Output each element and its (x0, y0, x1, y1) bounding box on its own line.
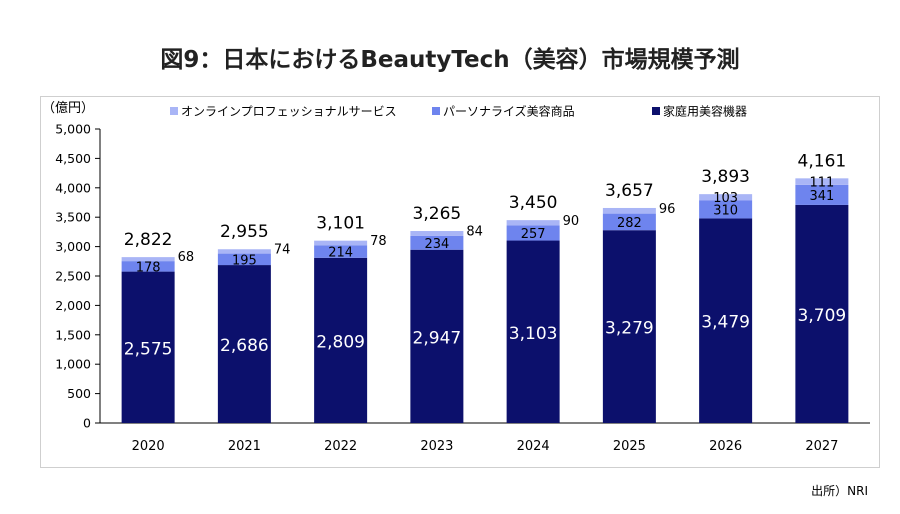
bar-personalize (602, 213, 656, 231)
y-tick-label: 0 (83, 416, 91, 431)
data-label-personalize: 282 (617, 216, 642, 231)
legend-swatch (652, 107, 660, 115)
total-label: 2,822 (124, 230, 173, 250)
x-tick-label: 2025 (613, 439, 646, 454)
data-label-personalize: 214 (328, 246, 353, 261)
y-tick-label: 1,000 (55, 357, 91, 372)
data-label-device: 3,279 (605, 319, 654, 339)
y-tick-label: 3,500 (55, 210, 91, 225)
bar-device (506, 240, 560, 423)
bar-online (314, 240, 368, 246)
data-label-personalize: 310 (713, 203, 738, 218)
chart-frame (40, 96, 880, 468)
x-tick-label: 2021 (228, 439, 261, 454)
bar-personalize (795, 184, 849, 205)
legend-swatch (170, 107, 178, 115)
bar-device (121, 271, 175, 423)
y-tick-label: 3,000 (55, 239, 91, 254)
data-label-personalize: 234 (424, 237, 449, 252)
bar-online (795, 178, 849, 185)
bar-personalize (506, 225, 560, 241)
bar-personalize (121, 261, 175, 272)
y-tick-label: 4,500 (55, 151, 91, 166)
bar-device (314, 257, 368, 423)
bar-personalize (699, 200, 753, 219)
x-tick-label: 2020 (132, 439, 165, 454)
data-label-device: 2,947 (413, 328, 462, 348)
y-tick-label: 2,000 (55, 298, 91, 313)
y-tick-label: 1,500 (55, 327, 91, 342)
data-label-personalize: 178 (136, 260, 161, 275)
legend-label: 家庭用美容機器 (663, 104, 747, 119)
data-label-online: 90 (563, 214, 580, 229)
data-label-online: 68 (178, 250, 195, 265)
data-label-device: 3,103 (509, 324, 558, 344)
bar-online (410, 231, 464, 236)
x-tick-label: 2027 (805, 439, 838, 454)
bar-online (506, 220, 560, 226)
total-label: 3,101 (316, 214, 365, 234)
data-label-online: 103 (713, 191, 738, 206)
bar-personalize (314, 245, 368, 258)
y-tick-label: 500 (67, 386, 91, 401)
data-label-online: 111 (809, 176, 834, 191)
x-tick-label: 2022 (324, 439, 357, 454)
total-label: 3,657 (605, 181, 654, 201)
bar-online (699, 194, 753, 201)
bar-device (699, 218, 753, 423)
data-label-device: 2,575 (124, 339, 173, 359)
x-tick-label: 2026 (709, 439, 742, 454)
bar-online (121, 257, 175, 262)
legend-swatch (432, 107, 440, 115)
data-label-online: 74 (274, 242, 291, 257)
x-tick-label: 2023 (420, 439, 453, 454)
y-tick-label: 2,500 (55, 269, 91, 284)
data-label-personalize: 195 (232, 253, 257, 268)
total-label: 3,265 (413, 204, 462, 224)
data-label-online: 78 (370, 234, 387, 249)
total-label: 4,161 (798, 151, 847, 171)
chart-title: 図9：日本におけるBeautyTech（美容）市場規模予測 (160, 47, 740, 73)
data-label-online: 84 (466, 224, 483, 239)
total-label: 2,955 (220, 222, 269, 242)
legend-label: パーソナライズ美容商品 (443, 104, 575, 119)
bar-device (217, 265, 271, 423)
total-label: 3,450 (509, 193, 558, 213)
bar-personalize (217, 253, 271, 266)
bar-personalize (410, 235, 464, 250)
x-tick-label: 2024 (517, 439, 550, 454)
y-tick-label: 5,000 (55, 122, 91, 137)
data-label-personalize: 341 (809, 189, 834, 204)
data-label-device: 2,686 (220, 336, 269, 356)
source-note: 出所）NRI (811, 484, 868, 498)
data-label-device: 2,809 (316, 332, 365, 352)
bar-online (602, 207, 656, 214)
legend-label: オンラインプロフェッショナルサービス (181, 105, 397, 119)
y-axis-label: （億円） (42, 100, 94, 116)
data-label-device: 3,709 (798, 306, 847, 326)
y-tick-label: 4,000 (55, 180, 91, 195)
bar-device (410, 249, 464, 423)
data-label-device: 3,479 (701, 313, 750, 333)
bar-device (795, 204, 849, 423)
data-label-online: 96 (659, 202, 676, 217)
data-label-personalize: 257 (521, 227, 546, 242)
bar-device (602, 230, 656, 423)
bar-online (217, 249, 271, 254)
total-label: 3,893 (701, 167, 750, 187)
